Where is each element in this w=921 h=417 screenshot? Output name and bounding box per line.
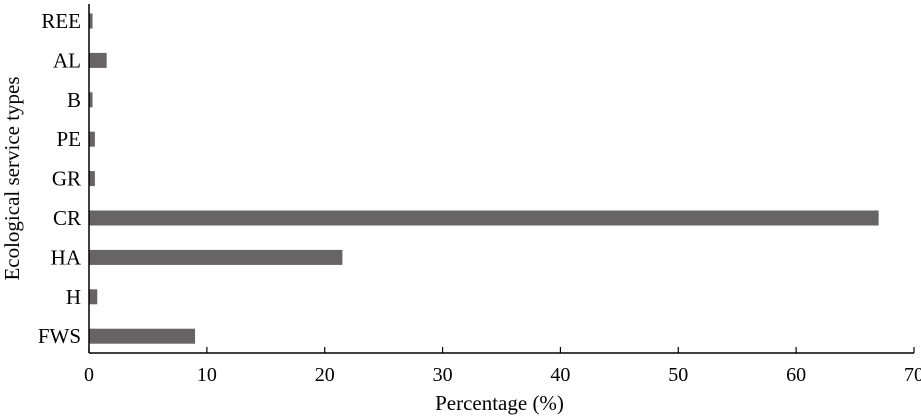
x-tick-label-10: 10 bbox=[197, 364, 217, 386]
x-tick-label-50: 50 bbox=[668, 364, 688, 386]
bars-group bbox=[89, 13, 879, 344]
x-tick-label-30: 30 bbox=[433, 364, 453, 386]
bar-gr bbox=[89, 171, 95, 187]
category-label-ree: REE bbox=[41, 9, 81, 33]
bar-cr bbox=[89, 210, 879, 226]
bar-al bbox=[89, 52, 107, 68]
category-labels: REE AL B PE GR CR HA H FWS bbox=[38, 9, 82, 348]
category-label-ha: HA bbox=[51, 245, 82, 269]
bar-ha bbox=[89, 249, 343, 265]
category-label-fws: FWS bbox=[38, 324, 81, 348]
x-tick-label-70: 70 bbox=[904, 364, 921, 386]
bar-h bbox=[89, 289, 98, 305]
category-label-b: B bbox=[67, 88, 81, 112]
x-tick-label-20: 20 bbox=[315, 364, 335, 386]
category-label-cr: CR bbox=[53, 206, 81, 230]
category-label-h: H bbox=[66, 285, 81, 309]
x-ticks-group: 0 10 20 30 40 50 60 70 bbox=[84, 347, 921, 386]
x-tick-label-40: 40 bbox=[550, 364, 570, 386]
bar-ree bbox=[89, 13, 93, 29]
bar-fws bbox=[89, 328, 196, 344]
y-axis-title: Ecological service types bbox=[0, 76, 24, 280]
bar-b bbox=[89, 92, 93, 108]
category-label-pe: PE bbox=[56, 127, 81, 151]
x-tick-label-60: 60 bbox=[786, 364, 806, 386]
x-axis-title: Percentage (%) bbox=[435, 391, 564, 415]
x-tick-label-0: 0 bbox=[84, 364, 94, 386]
category-label-gr: GR bbox=[52, 167, 81, 191]
category-label-al: AL bbox=[53, 48, 81, 72]
bar-pe bbox=[89, 131, 95, 147]
